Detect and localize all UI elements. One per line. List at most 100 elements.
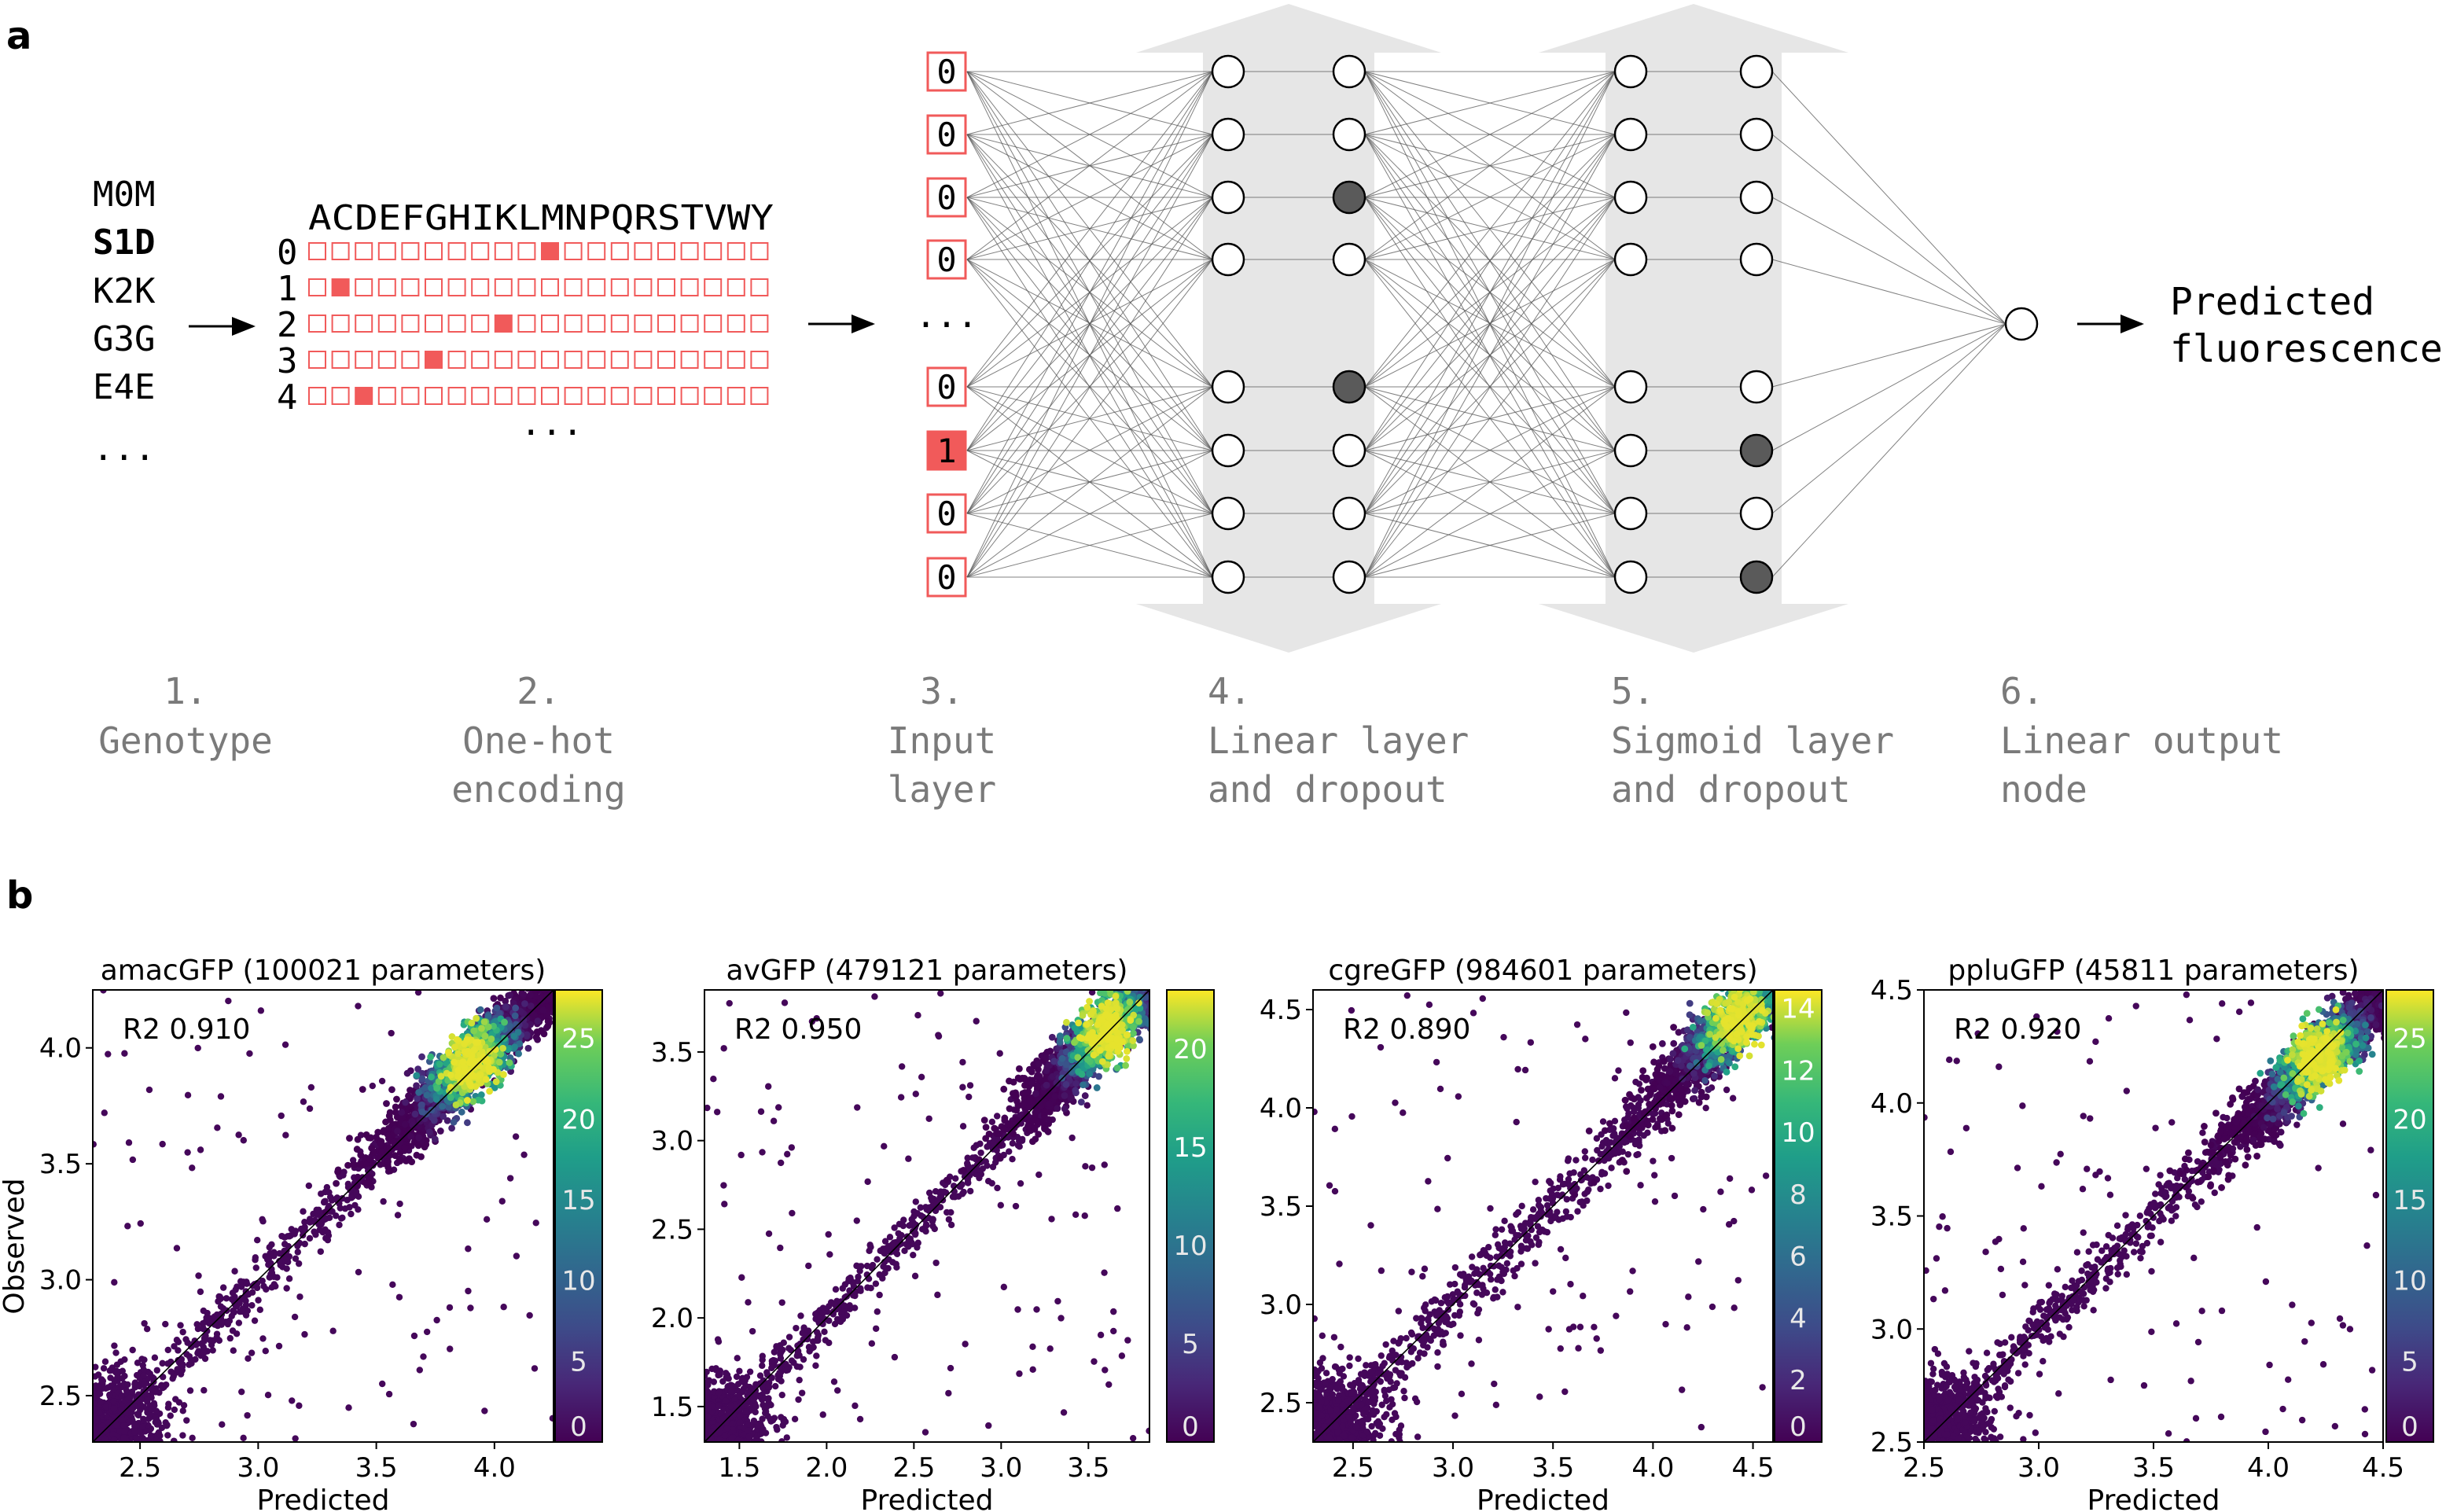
x-tick-label: 3.5 — [355, 1452, 398, 1484]
point — [759, 1415, 766, 1422]
point — [768, 1357, 775, 1365]
point — [395, 1293, 403, 1300]
hot-cell — [494, 315, 513, 333]
point — [515, 1050, 522, 1058]
genotype-5: ... — [93, 429, 155, 469]
point — [727, 1388, 735, 1395]
point — [1182, 936, 1189, 943]
point — [370, 1150, 377, 1157]
point — [712, 1449, 718, 1455]
point — [1201, 972, 1208, 979]
point — [1010, 1130, 1017, 1138]
point — [1208, 922, 1215, 929]
point — [982, 1124, 990, 1131]
point — [296, 1239, 303, 1247]
cell — [564, 315, 583, 333]
point — [1188, 950, 1195, 957]
point — [1190, 922, 1197, 929]
point — [322, 1197, 329, 1205]
point — [177, 1322, 184, 1329]
point — [966, 1187, 974, 1195]
point — [1054, 1297, 1061, 1305]
point — [1162, 950, 1169, 957]
point — [226, 1334, 234, 1342]
point — [910, 1251, 917, 1259]
point — [93, 1400, 97, 1407]
point — [715, 1429, 723, 1436]
point — [821, 1328, 828, 1336]
point — [863, 1262, 871, 1270]
point — [777, 1244, 784, 1252]
point — [980, 1117, 988, 1124]
point — [714, 1336, 722, 1343]
point — [251, 1317, 259, 1324]
point — [546, 978, 554, 985]
point — [1032, 1135, 1039, 1143]
point — [832, 1286, 840, 1293]
point — [428, 1073, 435, 1081]
cell — [331, 387, 350, 405]
point — [893, 1264, 900, 1271]
point — [1031, 1113, 1039, 1120]
point — [116, 1428, 123, 1435]
point — [179, 1432, 186, 1439]
point — [539, 1006, 547, 1014]
point — [1072, 1211, 1080, 1218]
point — [141, 1319, 148, 1327]
point — [783, 1434, 790, 1441]
y-axis-label: Observed — [0, 1178, 31, 1314]
point — [171, 1406, 178, 1414]
point — [410, 1332, 418, 1340]
point — [1124, 1337, 1131, 1344]
cell — [331, 351, 350, 369]
point — [447, 1071, 454, 1079]
point — [796, 1363, 804, 1370]
point — [380, 1197, 387, 1205]
cell — [564, 351, 583, 369]
point — [292, 1255, 300, 1262]
cell — [308, 351, 326, 369]
point — [985, 1130, 993, 1138]
point — [715, 1402, 722, 1409]
neuron — [1613, 433, 1648, 468]
cell — [657, 242, 675, 260]
point — [112, 1422, 120, 1429]
point — [1172, 947, 1179, 954]
point — [101, 1443, 108, 1449]
point — [899, 1222, 907, 1230]
point — [101, 1358, 109, 1365]
point — [278, 1112, 285, 1120]
point — [771, 1382, 779, 1390]
dropped-neuron — [1332, 370, 1366, 404]
encoding-ellipsis: ... — [520, 403, 583, 443]
point — [595, 956, 602, 963]
cell — [634, 351, 653, 369]
point — [439, 1102, 447, 1110]
point — [551, 973, 558, 980]
point — [159, 1140, 166, 1148]
point — [317, 1222, 324, 1229]
point — [704, 1448, 711, 1454]
point — [1195, 947, 1202, 954]
point — [1016, 1143, 1023, 1150]
point — [785, 1345, 793, 1352]
step-number: 2. — [517, 670, 560, 712]
point — [845, 1275, 852, 1282]
point — [1069, 1134, 1076, 1142]
point — [119, 1367, 127, 1374]
point — [90, 1448, 96, 1454]
cell — [750, 387, 769, 405]
point — [106, 1391, 113, 1399]
point — [526, 1312, 533, 1319]
point — [720, 1182, 727, 1189]
point — [1198, 940, 1205, 947]
cell — [541, 387, 559, 405]
point — [414, 1094, 421, 1102]
point — [729, 1420, 737, 1427]
point — [1204, 938, 1211, 945]
cell — [471, 351, 490, 369]
colorbar-tick-label: 0 — [570, 1411, 587, 1443]
point — [295, 1260, 303, 1267]
point — [484, 1058, 492, 1065]
